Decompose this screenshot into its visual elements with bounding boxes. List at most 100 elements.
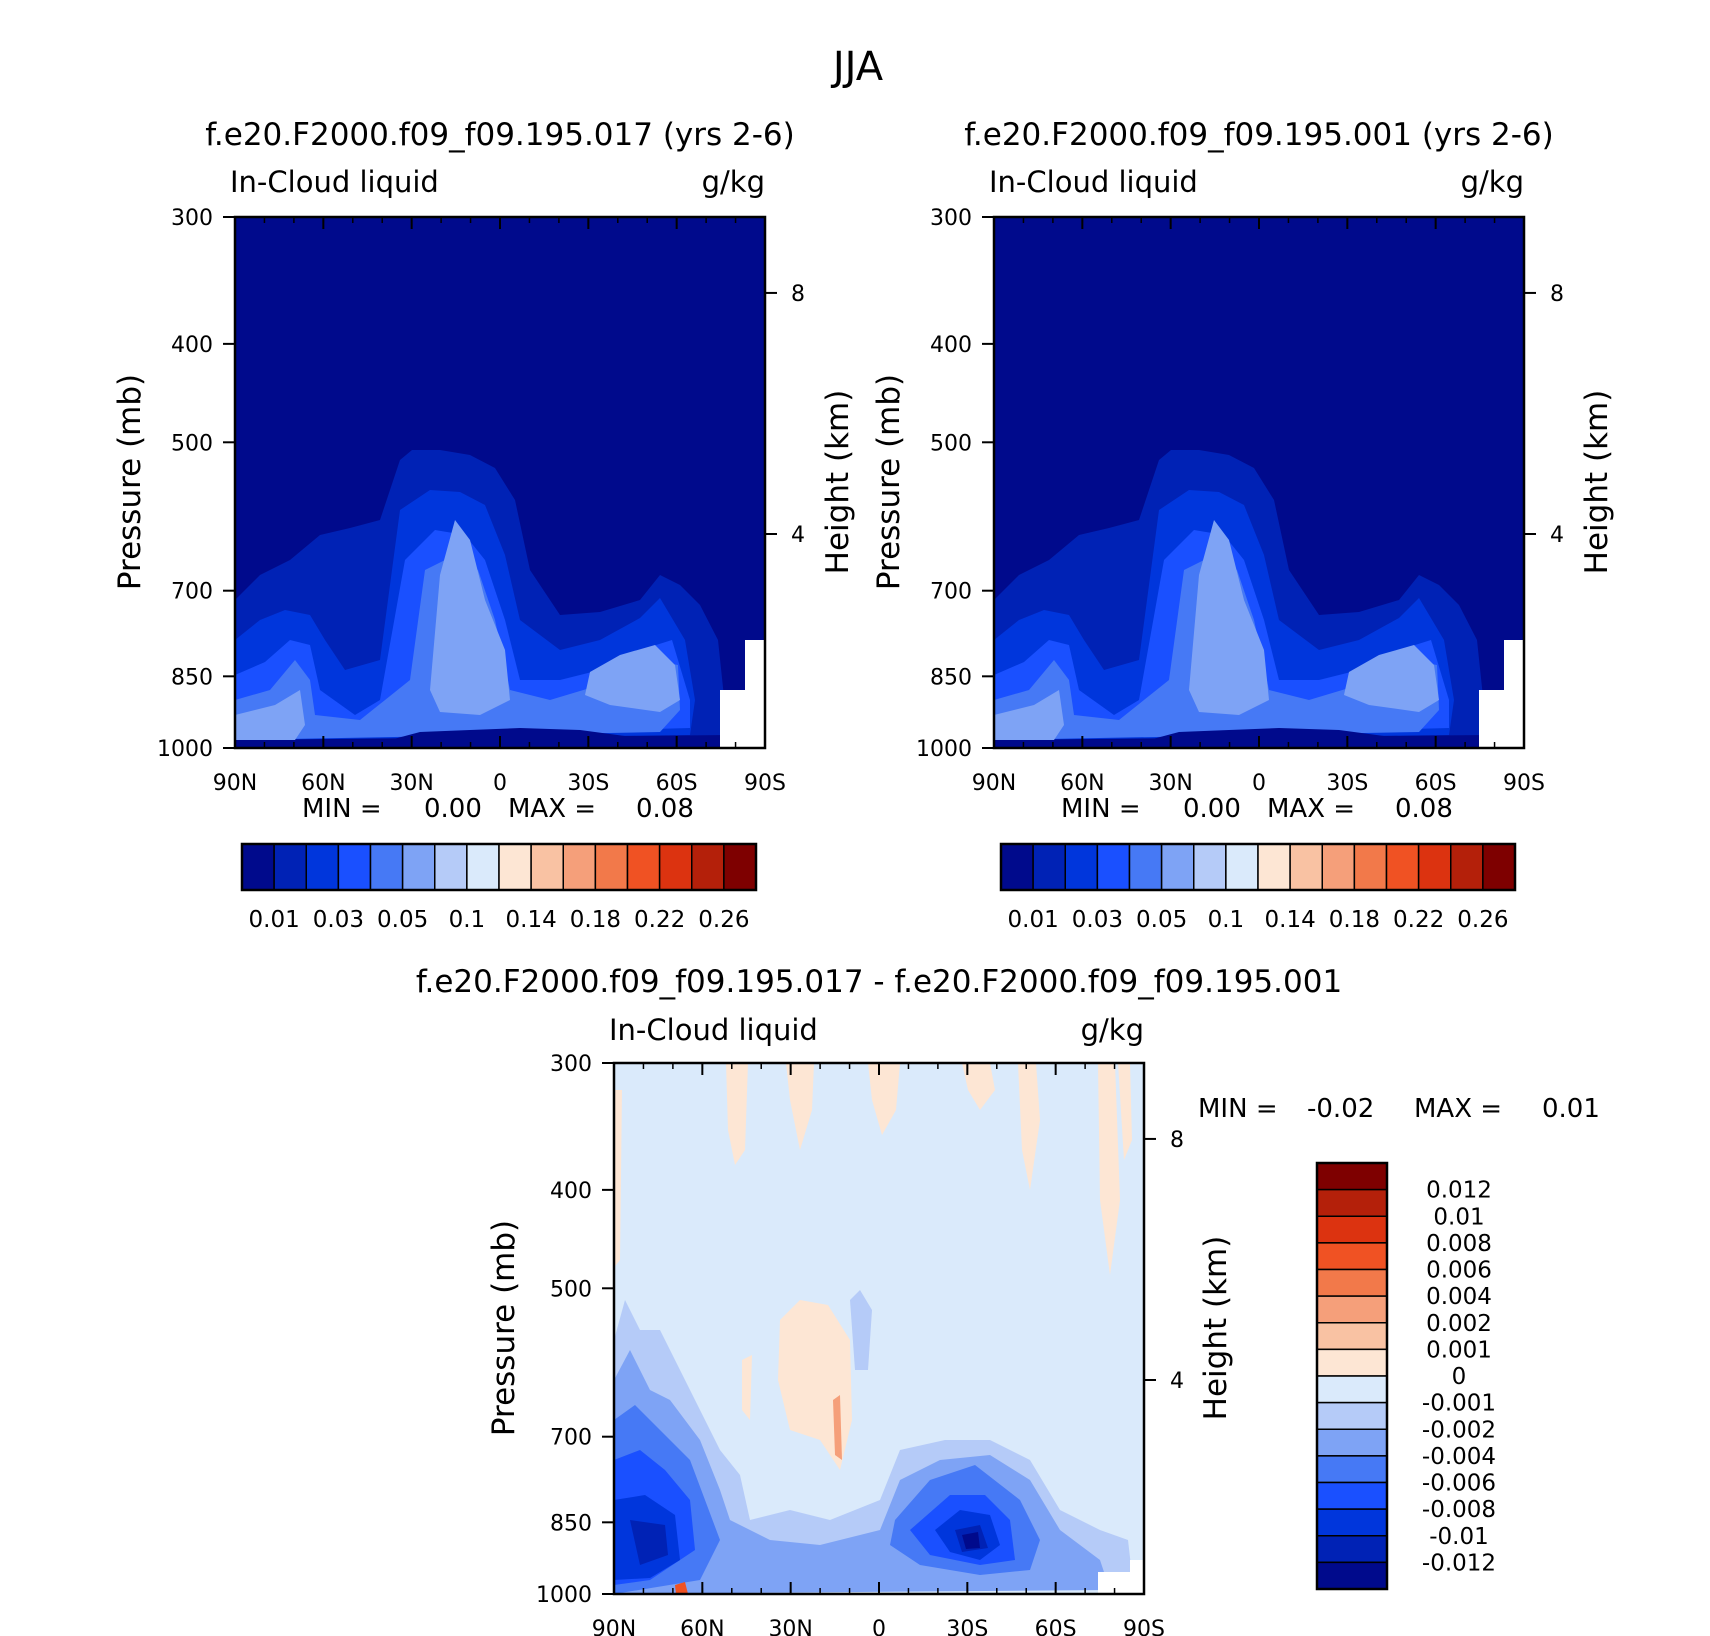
panel-b-colorbar-label: 0.14 [1265, 907, 1316, 933]
panel-b-xtick-label: 0 [1252, 771, 1266, 796]
panel-b-colorbar-swatch [1482, 843, 1516, 891]
panel-b-colorbar-swatch [1417, 843, 1452, 891]
panel-diff-variable-label: In-Cloud liquid [609, 1013, 818, 1047]
panel-diff-axes: 90N 60N 30N 0 30S 60S 90S 300 400 500 700 850 1000 8 4 [536, 1052, 1184, 1636]
panel-a-contour-level-1-surface [390, 728, 650, 748]
panel-diff-positive-spot [675, 1582, 688, 1594]
panel-diff-positive-max [833, 1395, 842, 1460]
panel-a-variable-label: In-Cloud liquid [230, 165, 439, 199]
panel-b-colorbar-swatch [1353, 843, 1388, 891]
panel-diff-ytick-right-label: 8 [1170, 1128, 1184, 1153]
panel-a-ylabel: Pressure (mb) [112, 374, 148, 590]
panel-diff-missing-region-2 [1098, 1572, 1130, 1594]
panel-b-contour-level-6 [994, 520, 1439, 740]
panel-a-colorbar-swatch [273, 843, 307, 891]
panel-a-colorbar-label: 0.22 [634, 907, 685, 933]
panel-diff-colorbar-swatch [1316, 1535, 1388, 1564]
panel-a-ytick-label: 1000 [157, 737, 213, 762]
panel-b-ytick-right-label: 8 [1550, 282, 1564, 307]
panel-diff-xtick-label: 30S [946, 1617, 988, 1636]
panel-a-min-value: 0.00 [424, 794, 482, 824]
panel-diff-neg-level-5 [614, 1495, 1000, 1580]
panel-b-xtick-label: 90N [972, 771, 1016, 796]
panel-diff-xtick-label: 90S [1123, 1617, 1165, 1636]
panel-b-colorbar-swatch [1128, 843, 1163, 891]
panel-a-missing-region-2 [745, 640, 765, 700]
panel-b-min-label: MIN = [1061, 794, 1141, 824]
panel-diff-xtick-label: 0 [872, 1617, 886, 1636]
panel-a-title: f.e20.F2000.f09_f09.195.017 (yrs 2-6) [205, 117, 795, 153]
panel-a-colorbar: 0.01 0.03 0.05 0.1 0.14 0.18 0.22 0.26 [240, 842, 758, 933]
panel-a-colorbar-swatch [337, 843, 372, 891]
panel-a-ylabel-right: Height (km) [820, 390, 856, 575]
panel-diff-colorbar-swatch [1316, 1508, 1388, 1537]
panel-b-colorbar-swatch [1289, 843, 1323, 891]
panel-b-ytick-right-label: 4 [1550, 523, 1564, 548]
panel-b-colorbar-swatch [1193, 843, 1227, 891]
panel-diff-max-value: 0.01 [1542, 1094, 1600, 1124]
panel-b-axes: 90N 60N 30N 0 30S 60S 90S 300 400 500 700 850 1000 8 4 [916, 206, 1564, 796]
panel-b-colorbar-swatch [1064, 843, 1099, 891]
panel-a-ytick-label: 300 [171, 206, 213, 231]
panel-a-xtick-label: 60S [656, 771, 698, 796]
panel-diff-contour-field [614, 1063, 1144, 1594]
panel-b-ylabel-right: Height (km) [1579, 390, 1615, 575]
panel-diff-colorbar-swatch [1316, 1162, 1388, 1191]
panel-b-xtick-label: 60S [1415, 771, 1457, 796]
panel-a-colorbar-label: 0.01 [249, 907, 300, 933]
panel-b-colorbar-swatch [1450, 843, 1484, 891]
panel-diff-colorbar-label: 0.001 [1426, 1337, 1492, 1363]
panel-a-colorbar-swatch [530, 843, 564, 891]
panel-a-colorbar-label: 0.14 [506, 907, 557, 933]
panel-b-colorbar: 0.01 0.03 0.05 0.1 0.14 0.18 0.22 0.26 [999, 842, 1517, 933]
panel-diff-units-label: g/kg [1081, 1013, 1144, 1047]
panel-diff-colorbar: 0.0120.010.0080.0060.0040.0020.0010-0.00… [1315, 1161, 1496, 1591]
panel-diff-colorbar-swatch [1316, 1481, 1388, 1510]
panel-diff-colorbar-label: 0.01 [1433, 1204, 1484, 1230]
panel-diff-colorbar-swatch [1316, 1322, 1388, 1351]
panel-diff-colorbar-swatch [1316, 1375, 1388, 1404]
panel-b-variable-label: In-Cloud liquid [989, 165, 1198, 199]
panel-a-colorbar-swatch [691, 843, 725, 891]
panel-b-colorbar-swatch [1257, 843, 1291, 891]
panel-a-ytick-label: 500 [171, 431, 213, 456]
panel-b-xtick-label: 30N [1148, 771, 1192, 796]
panel-b-ytick-label: 700 [930, 580, 972, 605]
panel-a-max-value: 0.08 [636, 794, 694, 824]
panel-diff-colorbar-swatch [1316, 1242, 1388, 1271]
panel-a-colorbar-swatch [626, 843, 661, 891]
panel-a-colorbar-swatch [562, 843, 597, 891]
panel-b: f.e20.F2000.f09_f09.195.001 (yrs 2-6) In… [871, 117, 1615, 933]
panel-b-ytick-label: 850 [930, 665, 972, 690]
panel-a-colorbar-swatch [498, 843, 532, 891]
panel-a-colorbar-swatch [369, 843, 404, 891]
panel-a-axes: 90N 60N 30N 0 30S 60S 90S 300 400 500 700 850 1000 8 4 [157, 206, 805, 796]
panel-a-ytick-right-label: 4 [791, 523, 805, 548]
panel-b-colorbar-label: 0.03 [1072, 907, 1123, 933]
panel-a-xtick-label: 90N [213, 771, 257, 796]
panel-diff-colorbar-label: 0 [1452, 1364, 1467, 1390]
panel-diff-colorbar-label: -0.008 [1422, 1497, 1496, 1523]
panel-diff-max-label: MAX = [1414, 1094, 1502, 1124]
panel-b-ytick-label: 1000 [916, 737, 972, 762]
panel-b-xtick-label: 60N [1060, 771, 1104, 796]
panel-a-colorbar-swatch [594, 843, 629, 891]
panel-b-ytick-label: 500 [930, 431, 972, 456]
panel-b-max-label: MAX = [1267, 794, 1355, 824]
panel-a-xtick-label: 30S [567, 771, 609, 796]
panel-a-contour-level-6 [235, 520, 680, 740]
panel-diff-neg-min [962, 1532, 980, 1549]
panel-a-colorbar-label: 0.03 [313, 907, 364, 933]
panel-diff-colorbar-swatch [1316, 1188, 1388, 1217]
panel-diff-ytick-label: 850 [550, 1511, 592, 1536]
panel-diff-ytick-label: 400 [550, 1179, 592, 1204]
panel-b-colorbar-swatch [1032, 843, 1066, 891]
panel-diff-colorbar-label: -0.001 [1422, 1391, 1496, 1417]
panel-b-colorbar-label: 0.05 [1136, 907, 1187, 933]
panel-a: f.e20.F2000.f09_f09.195.017 (yrs 2-6) In… [112, 117, 856, 933]
panel-a-units-label: g/kg [702, 165, 765, 199]
panel-diff: f.e20.F2000.f09_f09.195.017 - f.e20.F200… [416, 964, 1600, 1636]
panel-diff-colorbar-label: -0.006 [1422, 1471, 1496, 1497]
panel-a-contour-field [235, 217, 765, 748]
panel-a-colorbar-label: 0.05 [377, 907, 428, 933]
